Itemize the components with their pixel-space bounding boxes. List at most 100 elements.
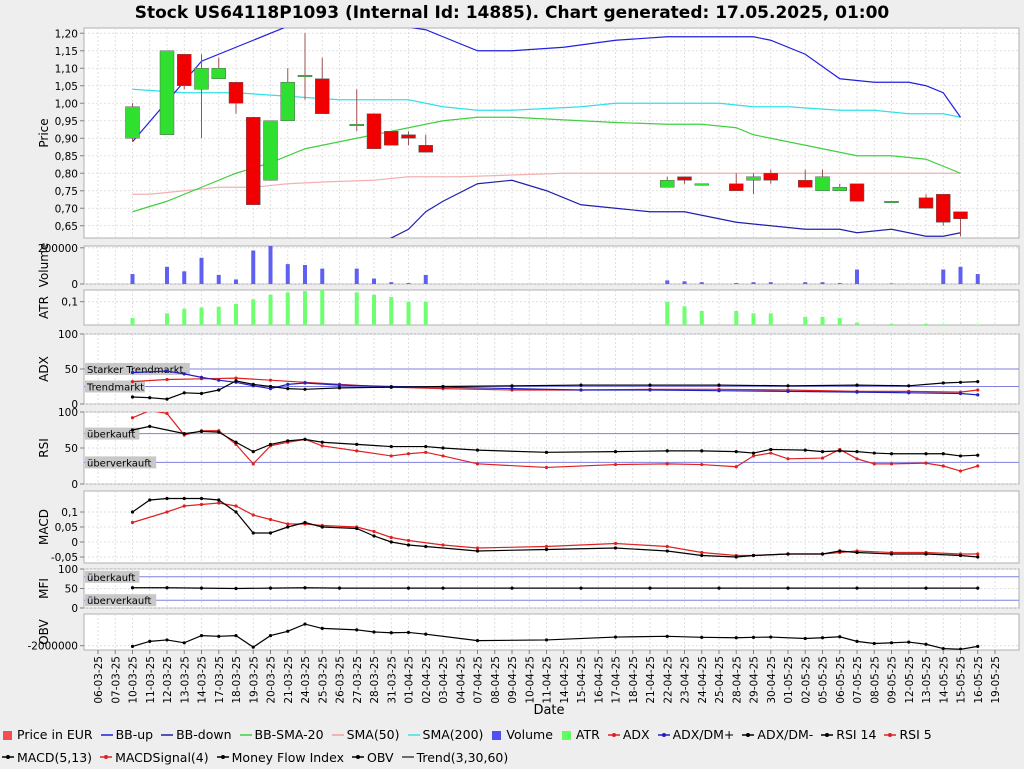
legend-swatch — [608, 729, 620, 741]
obv-line-point — [390, 631, 393, 634]
mfi-threshold-label: überverkauft — [87, 596, 152, 607]
macd-line-point — [735, 555, 738, 558]
dm-minus-line-point — [855, 384, 858, 387]
volume-bar — [855, 270, 859, 284]
rsi5-line-point — [476, 462, 479, 465]
volume-bar — [303, 265, 307, 284]
macd-line-point — [614, 546, 617, 549]
x-tick-label: 06-05-25 — [835, 656, 847, 704]
dm-minus-line-point — [338, 386, 341, 389]
rsi14-line-point — [821, 450, 824, 453]
obv-line-point — [286, 630, 289, 633]
price-ytick-label: 1,05 — [55, 81, 78, 93]
adx-line-point — [165, 378, 168, 381]
legend-swatch — [884, 729, 896, 741]
dm-minus-line-point — [234, 379, 237, 382]
mfi-line-point — [200, 587, 203, 590]
price-ytick-label: 0,70 — [55, 203, 78, 215]
x-tick-label: 07-04-25 — [473, 656, 485, 704]
legend-swatch — [101, 729, 113, 741]
obv-line-point — [890, 641, 893, 644]
macd-line-point — [752, 554, 755, 557]
legend-item: BB-down — [161, 724, 231, 745]
legend-label: ATR — [576, 724, 600, 745]
dm-plus-line-point — [183, 372, 186, 375]
rsi14-line-point — [269, 443, 272, 446]
rsi14-line-point — [424, 445, 427, 448]
price-ytick-label: 0,95 — [55, 116, 78, 128]
macd-line-point — [700, 554, 703, 557]
legend-label: ADX — [623, 724, 650, 745]
volume-bar — [769, 282, 773, 284]
rsi14-line-point — [303, 438, 306, 441]
macd-line-point — [476, 549, 479, 552]
price-axis-label: Price — [37, 118, 51, 147]
rsi14-line-point — [804, 449, 807, 452]
macd-signal-line-point — [476, 546, 479, 549]
x-tick-label: 08-04-25 — [490, 656, 502, 704]
x-tick-label: 19-05-25 — [990, 656, 1002, 704]
rsi5-line-point — [441, 454, 444, 457]
atr-bar — [924, 324, 928, 325]
x-tick-label: 08-05-25 — [869, 656, 881, 704]
legend-swatch — [2, 729, 14, 741]
adx-line-point — [131, 380, 134, 383]
candle-body — [419, 145, 433, 152]
rsi14-line-point — [545, 451, 548, 454]
macd-line-point — [959, 554, 962, 557]
rsi5-line-point — [700, 463, 703, 466]
candle-body — [729, 184, 743, 191]
obv-line-point — [614, 635, 617, 638]
volume-bar — [803, 282, 807, 284]
x-tick-label: 22-04-25 — [662, 656, 674, 704]
macd-line-point — [424, 545, 427, 548]
candle-body — [350, 124, 364, 126]
macd-line-point — [545, 548, 548, 551]
macd-line-point — [131, 510, 134, 513]
mfi-line-point — [924, 587, 927, 590]
obv-line-point — [838, 635, 841, 638]
x-tick-label: 12-05-25 — [904, 656, 916, 704]
legend-item: Volume — [491, 724, 553, 745]
dm-minus-line-point — [786, 384, 789, 387]
adx-line-point — [269, 379, 272, 382]
price-ytick-label: 0,90 — [55, 133, 78, 145]
rsi5-line-point — [407, 452, 410, 455]
macd-line-point — [666, 549, 669, 552]
volume-bar — [665, 280, 669, 284]
mfi-line — [133, 588, 978, 589]
x-tick-label: 18-04-25 — [628, 656, 640, 704]
x-tick-label: 19-03-25 — [248, 656, 260, 704]
legend-item: RSI 5 — [884, 724, 931, 745]
candle-body — [764, 173, 778, 180]
x-tick-label: 24-03-25 — [300, 656, 312, 704]
legend-item: Money Flow Index — [217, 747, 344, 768]
adx-line-point — [234, 377, 237, 380]
mfi-threshold-label: überkauft — [87, 573, 135, 584]
dm-minus-line-point — [252, 383, 255, 386]
legend-swatch — [332, 729, 344, 741]
rsi14-line-point — [441, 446, 444, 449]
macd-signal-line-point — [217, 501, 220, 504]
obv-line-point — [424, 633, 427, 636]
atr-bar — [752, 313, 756, 325]
obv-plot-area — [84, 614, 1019, 650]
volume-bar — [372, 279, 376, 284]
volume-bar — [838, 283, 842, 284]
candle-body — [384, 131, 398, 145]
legend-label: OBV — [367, 747, 394, 768]
volume-bar — [821, 282, 825, 284]
obv-line-point — [200, 634, 203, 637]
volume-bar — [890, 283, 894, 284]
adx-ytick-label: 100 — [58, 329, 78, 341]
macd-signal-line-point — [372, 530, 375, 533]
dm-plus-line-point — [303, 381, 306, 384]
dm-plus-line-point — [579, 388, 582, 391]
volume-bar — [269, 246, 273, 284]
volume-bar — [941, 270, 945, 284]
obv-line-point — [907, 640, 910, 643]
dm-minus-line-point — [217, 388, 220, 391]
x-tick-label: 11-03-25 — [145, 656, 157, 704]
candle-body — [954, 212, 968, 219]
x-tick-label: 21-04-25 — [645, 656, 657, 704]
